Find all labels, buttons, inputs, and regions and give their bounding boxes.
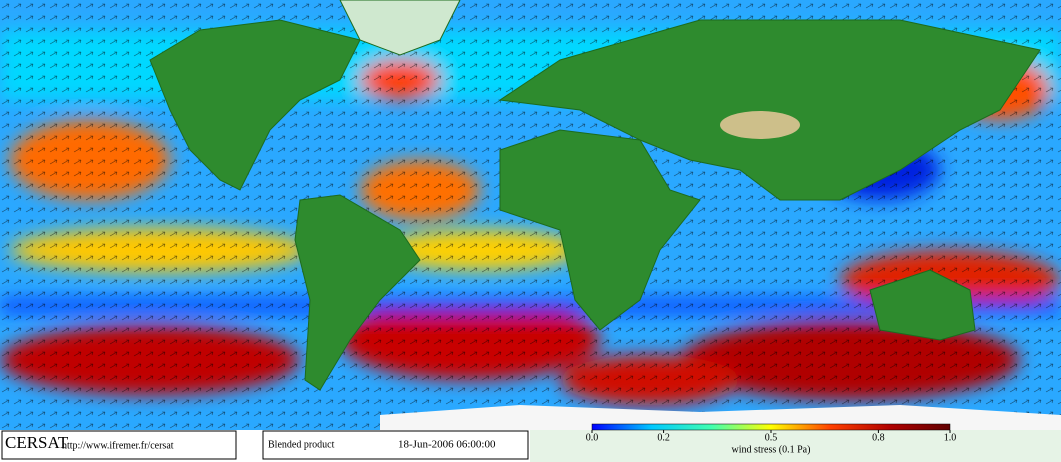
colorbar-ramp [591, 423, 951, 431]
logo-box: CERSAT http://www.ifremer.fr/cersat [1, 430, 237, 460]
colorbar-tick-label: 0.5 [765, 432, 778, 443]
footer-bg [530, 430, 1061, 462]
colorbar-tick-label: 0.8 [872, 432, 885, 443]
product: Blended product [268, 439, 335, 450]
colorbar-tick-label: 0.0 [586, 432, 599, 443]
land [149, 0, 1041, 391]
colorbar: wind stress (0.1 Pa) 0.0 0.2 0.5 0.8 1.0 [586, 423, 957, 455]
box [262, 430, 529, 460]
colorbar-tick-label: 0.2 [657, 432, 670, 443]
box [1, 430, 237, 460]
colorbar-label: wind stress (0.1 Pa) [732, 444, 811, 455]
logo: CERSAT [5, 433, 69, 452]
date: 18-Jun-2006 06:00:00 [398, 439, 496, 451]
colorbar-tick-label: 1.0 [944, 432, 957, 443]
url: http://www.ifremer.fr/cersat [62, 440, 174, 451]
product-box: Blended product 18-Jun-2006 06:00:00 [262, 430, 529, 460]
